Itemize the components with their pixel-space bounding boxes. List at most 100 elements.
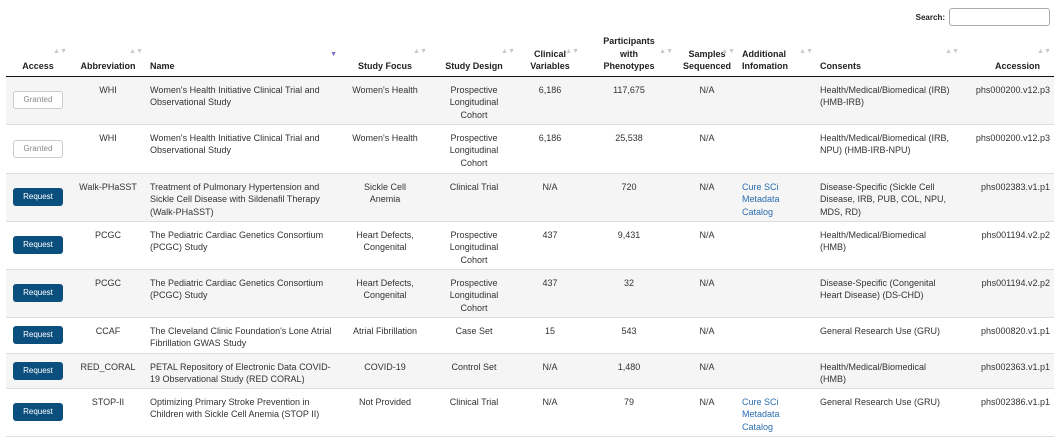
name-line: Women's Health Initiative Clinical Trial…	[150, 132, 320, 143]
request-button[interactable]: Request	[13, 403, 63, 421]
study-design-line: Longitudinal	[449, 145, 499, 156]
participants-cell: 720	[582, 173, 676, 222]
name-line: Treatment of Pulmonary Hypertension and	[150, 181, 320, 192]
sort-icon: ▲▼	[945, 48, 959, 55]
column-header-label: Infomation	[742, 61, 788, 71]
sort-icon: ▲▼	[53, 48, 67, 55]
consents-line: Heart Disease) (DS-CHD)	[820, 290, 924, 301]
column-header-label: Sequenced	[682, 61, 731, 71]
consents-cell: Health/Medical/Biomedical (HMB)	[816, 353, 962, 389]
catalog-link[interactable]: Cure SCi	[742, 396, 779, 407]
samples-sequenced-cell: N/A	[676, 269, 738, 318]
request-button[interactable]: Request	[13, 284, 63, 302]
column-header-samples-sequenced[interactable]: Samples Sequenced ▲▼	[676, 31, 738, 77]
consents-cell: General Research Use (GRU)	[816, 317, 962, 354]
study-design-line: Longitudinal	[449, 290, 499, 301]
catalog-link[interactable]: Metadata	[742, 194, 780, 205]
name-line: The Pediatric Cardiac Genetics Consortiu…	[150, 229, 324, 240]
request-button[interactable]: Request	[13, 361, 63, 380]
study-focus-line: Anemia	[369, 194, 401, 205]
column-header-access[interactable]: Access ▲▼	[6, 31, 70, 77]
study-focus-line: Sickle Cell	[363, 181, 406, 192]
column-header-name[interactable]: Name ▼	[146, 31, 340, 77]
column-header-study-focus[interactable]: Study Focus ▲▼	[340, 31, 430, 77]
consents-line: General Research Use (GRU)	[820, 396, 941, 407]
clinical-variables-cell: N/A	[518, 173, 582, 222]
column-header-label: Consents	[820, 61, 862, 71]
participants-cell: 79	[582, 388, 676, 437]
request-button[interactable]: Request	[13, 188, 63, 206]
consents-line: General Research Use (GRU)	[820, 325, 941, 336]
name-line: Children with Sickle Cell Anemia (STOP I…	[150, 409, 320, 420]
consents-line: (HMB)	[820, 242, 846, 253]
search-bar: Search:	[916, 8, 1050, 26]
table-row: Granted WHI Women's Health Initiative Clin…	[6, 124, 1054, 174]
accession-cell: phs001194.v2.p2	[962, 269, 1054, 318]
access-cell: Request	[6, 173, 70, 222]
access-cell: Granted	[6, 124, 70, 174]
abbreviation-cell: PCGC	[70, 269, 146, 318]
access-cell: Granted	[6, 76, 70, 125]
column-header-consents[interactable]: Consents ▲▼	[816, 31, 962, 77]
column-header-label: Name	[150, 61, 175, 71]
study-design-line: Prospective	[450, 277, 498, 288]
catalog-link[interactable]: Metadata	[742, 409, 780, 420]
additional-info-cell[interactable]: Cure SCi Metadata Catalog	[738, 173, 816, 222]
catalog-link[interactable]: Catalog	[742, 422, 774, 433]
sort-icon: ▲▼	[721, 48, 735, 55]
study-design-line: Prospective	[450, 229, 498, 240]
participants-cell: 117,675	[582, 76, 676, 125]
study-design-cell: Control Set	[430, 353, 518, 389]
granted-button[interactable]: Granted	[13, 91, 63, 109]
column-header-clinical-variables[interactable]: Clinical Variables ▲▼	[518, 31, 582, 77]
granted-button[interactable]: Granted	[13, 139, 63, 158]
study-focus-line: Congenital	[363, 290, 407, 301]
study-focus-cell: Women's Health	[340, 76, 430, 125]
samples-sequenced-cell: N/A	[676, 353, 738, 389]
table-row: Request PCGC The Pediatric Cardiac Genetic…	[6, 269, 1054, 318]
clinical-variables-cell: 6,186	[518, 124, 582, 174]
study-design-cell: Case Set	[430, 317, 518, 354]
access-cell: Request	[6, 317, 70, 354]
name-line: The Pediatric Cardiac Genetics Consortiu…	[150, 277, 324, 288]
sort-icon: ▲▼	[799, 48, 813, 55]
search-label: Search:	[915, 12, 945, 22]
study-design-line: Longitudinal	[449, 97, 499, 108]
request-button[interactable]: Request	[13, 236, 63, 254]
study-design-line: Prospective	[450, 132, 498, 143]
consents-line: NPU) (HMB-IRB-NPU)	[820, 145, 911, 156]
study-focus-cell: COVID-19	[340, 353, 430, 389]
column-header-additional-info[interactable]: Additional Infomation ▲▼	[738, 31, 816, 77]
study-design-cell: Prospective Longitudinal Cohort	[430, 221, 518, 270]
study-focus-cell: Not Provided	[340, 388, 430, 437]
column-header-accession[interactable]: Accession ▲▼	[962, 31, 1054, 77]
catalog-link[interactable]: Catalog	[742, 207, 774, 218]
column-header-label: Study Design	[445, 61, 503, 71]
samples-sequenced-cell: N/A	[676, 388, 738, 437]
additional-info-cell[interactable]: Cure SCi Metadata Catalog	[738, 388, 816, 437]
column-header-participants[interactable]: Participants with Phenotypes ▲▼	[582, 31, 676, 77]
name-line: The Cleveland Clinic Foundation's Lone A…	[150, 325, 332, 336]
study-design-line: Cohort	[460, 110, 488, 121]
study-design-line: Prospective	[450, 84, 498, 95]
consents-cell: Disease-Specific (Congenital Heart Diseas…	[816, 269, 962, 318]
sort-icon: ▲▼	[565, 48, 579, 55]
name-line: Sickle Cell Disease with Sildenafil Ther…	[150, 194, 320, 205]
accession-cell: phs002363.v1.p1	[962, 353, 1054, 389]
consents-line: Health/Medical/Biomedical (IRB,	[820, 132, 950, 143]
column-header-abbreviation[interactable]: Abbreviation ▲▼	[70, 31, 146, 77]
request-button[interactable]: Request	[13, 326, 63, 344]
study-focus-line: Congenital	[363, 242, 407, 253]
study-design-line: Clinical Trial	[449, 396, 499, 407]
clinical-variables-cell: N/A	[518, 388, 582, 437]
search-input[interactable]	[949, 8, 1050, 26]
participants-cell: 543	[582, 317, 676, 354]
additional-info-cell	[738, 124, 816, 174]
column-header-study-design[interactable]: Study Design ▲▼	[430, 31, 518, 77]
study-focus-line: Not Provided	[358, 396, 412, 407]
table-row: Request STOP-II Optimizing Primary Stroke …	[6, 388, 1054, 437]
catalog-link[interactable]: Cure SCi	[742, 181, 779, 192]
column-header-label: Samples	[688, 48, 726, 59]
study-design-cell: Clinical Trial	[430, 173, 518, 222]
study-focus-line: Heart Defects,	[356, 277, 414, 288]
